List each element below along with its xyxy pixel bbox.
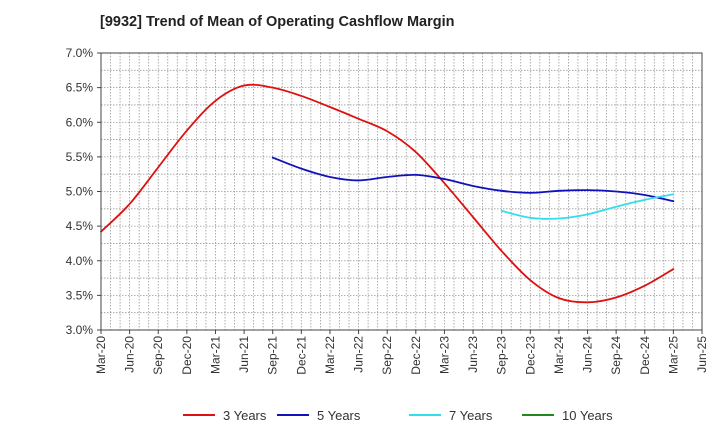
x-tick-label: Sep-23 [495,336,509,375]
y-tick-label: 3.0% [66,323,94,337]
chart-title: [9932] Trend of Mean of Operating Cashfl… [100,14,455,30]
legend: 3 Years 5 Years 7 Years 10 Years [183,408,613,423]
x-tick-label: Dec-23 [523,336,537,375]
x-tick-label: Jun-20 [123,336,137,373]
x-tick-label: Dec-22 [409,336,423,375]
series-line-3-years [100,83,675,304]
x-tick-label: Mar-24 [552,336,566,374]
x-tick-label: Dec-24 [638,336,652,375]
y-tick-label: 6.0% [66,115,94,129]
x-tick-label: Dec-20 [180,336,194,375]
y-tick-label: 5.0% [66,185,94,199]
legend-label: 5 Years [317,408,361,423]
y-axis: 3.0% 3.5% 4.0% 4.5% 5.0% 5.5% 6.0% 6.5% 7.0% [66,46,101,337]
x-tick-label: Jun-21 [237,336,251,373]
x-tick-label: Sep-22 [380,336,394,375]
x-tick-label: Jun-22 [352,336,366,373]
x-tick-label: Mar-21 [208,336,222,374]
y-tick-label: 6.5% [66,81,94,95]
legend-label: 7 Years [449,408,493,423]
y-tick-label: 4.5% [66,219,94,233]
x-axis: Mar-20 Jun-20 Sep-20 Dec-20 Mar-21 Jun-21 Sep-… [94,330,709,375]
x-tick-label: Mar-22 [323,336,337,374]
x-tick-label: Mar-23 [437,336,451,374]
y-tick-label: 4.0% [66,254,94,268]
x-tick-label: Mar-25 [666,336,680,374]
y-tick-label: 5.5% [66,150,94,164]
x-tick-label: Sep-24 [609,336,623,375]
x-tick-label: Sep-21 [266,336,280,375]
x-tick-label: Jun-24 [581,336,595,373]
x-tick-label: Dec-21 [294,336,308,375]
x-tick-label: Jun-25 [695,336,709,373]
x-tick-label: Jun-23 [466,336,480,373]
series-line-5-years [271,156,675,203]
series-line-7-years [500,193,675,220]
x-tick-label: Mar-20 [94,336,108,374]
legend-label: 10 Years [562,408,613,423]
legend-label: 3 Years [223,408,267,423]
y-tick-label: 3.5% [66,288,94,302]
x-tick-label: Sep-20 [151,336,165,375]
y-tick-label: 7.0% [66,46,94,60]
